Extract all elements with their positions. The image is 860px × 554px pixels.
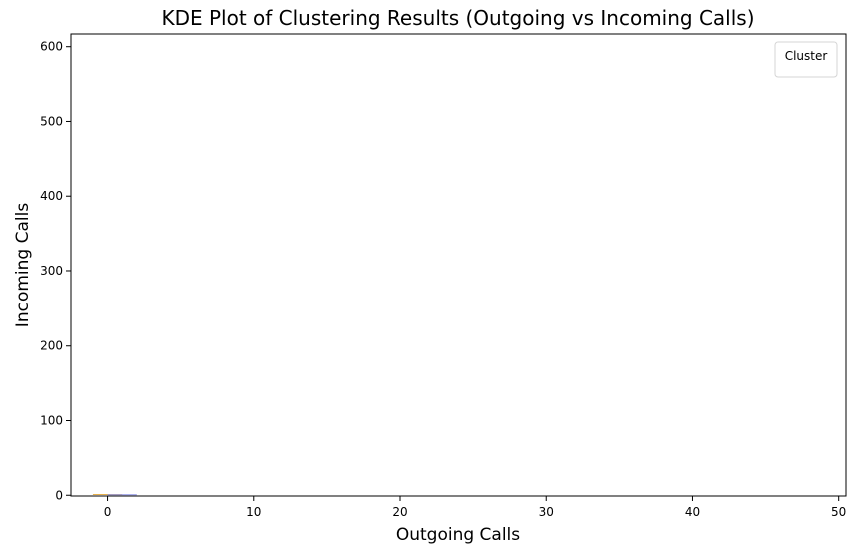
y-tick-label: 200 [40, 339, 63, 353]
y-tick-label: 0 [55, 488, 63, 502]
x-tick-label: 20 [392, 505, 407, 519]
x-axis: 0 10 20 30 40 50 [104, 496, 846, 519]
y-tick-label: 600 [40, 40, 63, 54]
x-tick-label: 40 [685, 505, 700, 519]
y-tick-label: 500 [40, 114, 63, 128]
legend-title: Cluster [785, 49, 828, 63]
x-tick-label: 10 [246, 505, 261, 519]
legend-box [774, 41, 838, 78]
x-axis-label: Outgoing Calls [396, 525, 520, 545]
plot-frame [70, 33, 847, 497]
x-tick-label: 50 [831, 505, 846, 519]
chart-title: KDE Plot of Clustering Results (Outgoing… [161, 6, 754, 30]
x-tick-label: 0 [104, 505, 112, 519]
legend: Cluster [774, 41, 838, 78]
plot-area [70, 33, 847, 497]
y-axis-label: Incoming Calls [13, 203, 33, 328]
y-axis: 0 100 200 300 400 500 600 [40, 40, 71, 502]
y-tick-label: 300 [40, 264, 63, 278]
y-tick-label: 100 [40, 413, 63, 427]
x-tick-label: 30 [539, 505, 554, 519]
y-tick-label: 400 [40, 189, 63, 203]
